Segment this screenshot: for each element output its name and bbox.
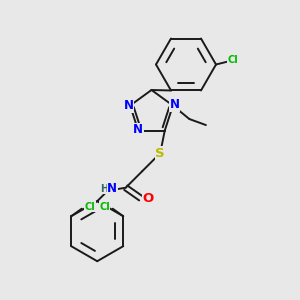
Text: Cl: Cl [85, 202, 95, 212]
Text: O: O [142, 192, 154, 205]
Text: Cl: Cl [99, 202, 110, 212]
Text: N: N [133, 123, 143, 136]
Text: N: N [169, 98, 179, 111]
Text: S: S [155, 147, 165, 160]
Text: H: H [100, 184, 108, 194]
Text: Cl: Cl [227, 55, 238, 65]
Text: N: N [124, 99, 134, 112]
Text: N: N [107, 182, 117, 195]
